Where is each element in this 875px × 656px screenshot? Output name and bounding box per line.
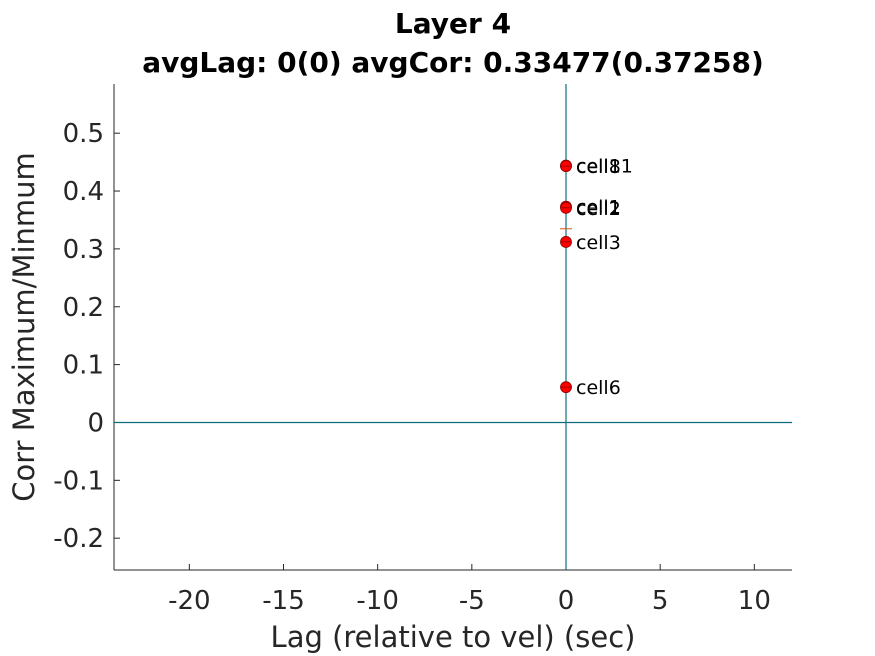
y-tick-label: 0.1 bbox=[63, 351, 104, 381]
x-tick-label: -20 bbox=[168, 586, 210, 616]
chart-title: Layer 4 bbox=[395, 7, 511, 40]
x-tick-label: -15 bbox=[262, 586, 304, 616]
point-label: cell2 bbox=[576, 198, 621, 220]
x-tick-label: -5 bbox=[459, 586, 485, 616]
y-tick-label: 0.3 bbox=[63, 235, 104, 265]
data-points bbox=[560, 159, 572, 394]
point-label: cell6 bbox=[576, 377, 621, 399]
x-tick-label: 10 bbox=[738, 586, 771, 616]
x-tick-label: 0 bbox=[558, 586, 575, 616]
y-tick-label: 0.5 bbox=[63, 119, 104, 149]
point-label: cell11 bbox=[576, 156, 633, 178]
x-axis-label: Lag (relative to vel) (sec) bbox=[271, 620, 636, 654]
y-ticks: -0.2 -0.1 0 0.1 0.2 0.3 0.4 0.5 bbox=[53, 119, 120, 554]
point-label: cell8 bbox=[576, 156, 621, 178]
y-tick-label: 0.2 bbox=[63, 293, 104, 323]
reference-lines bbox=[114, 84, 792, 570]
x-tick-label: -10 bbox=[356, 586, 398, 616]
chart-subtitle: avgLag: 0(0) avgCor: 0.33477(0.37258) bbox=[142, 46, 764, 79]
plot-area: -20 -15 -10 -5 0 5 10 -0.2 -0.1 0 0.1 0.2 0.3 0.4 0.5… bbox=[53, 84, 792, 616]
y-tick-label: 0 bbox=[87, 408, 104, 438]
y-tick-label: -0.2 bbox=[53, 524, 104, 554]
point-label: cell3 bbox=[576, 232, 621, 254]
x-tick-label: 5 bbox=[652, 586, 669, 616]
x-ticks: -20 -15 -10 -5 0 5 10 bbox=[168, 564, 771, 616]
y-tick-label: 0.4 bbox=[63, 177, 104, 207]
y-axis-label: Corr Maximum/Minmum bbox=[7, 152, 41, 502]
y-tick-label: -0.1 bbox=[53, 466, 104, 496]
point-label: cell1 bbox=[576, 197, 621, 219]
